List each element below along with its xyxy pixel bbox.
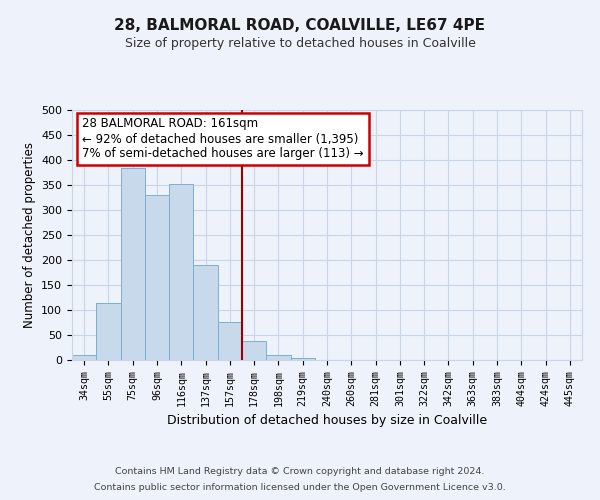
Bar	[145, 195, 169, 360]
Y-axis label: Number of detached properties: Number of detached properties	[23, 142, 35, 328]
X-axis label: Distribution of detached houses by size in Coalville: Distribution of detached houses by size …	[167, 414, 487, 427]
Text: Contains public sector information licensed under the Open Government Licence v3: Contains public sector information licen…	[94, 484, 506, 492]
Bar	[266, 355, 290, 360]
Bar	[218, 322, 242, 360]
Bar	[96, 302, 121, 360]
Bar	[72, 355, 96, 360]
Text: 28 BALMORAL ROAD: 161sqm
← 92% of detached houses are smaller (1,395)
7% of semi: 28 BALMORAL ROAD: 161sqm ← 92% of detach…	[82, 118, 364, 160]
Bar	[121, 168, 145, 360]
Text: Size of property relative to detached houses in Coalville: Size of property relative to detached ho…	[125, 38, 475, 51]
Bar	[169, 184, 193, 360]
Bar	[193, 265, 218, 360]
Bar	[290, 358, 315, 360]
Bar	[242, 341, 266, 360]
Text: 28, BALMORAL ROAD, COALVILLE, LE67 4PE: 28, BALMORAL ROAD, COALVILLE, LE67 4PE	[115, 18, 485, 32]
Text: Contains HM Land Registry data © Crown copyright and database right 2024.: Contains HM Land Registry data © Crown c…	[115, 467, 485, 476]
